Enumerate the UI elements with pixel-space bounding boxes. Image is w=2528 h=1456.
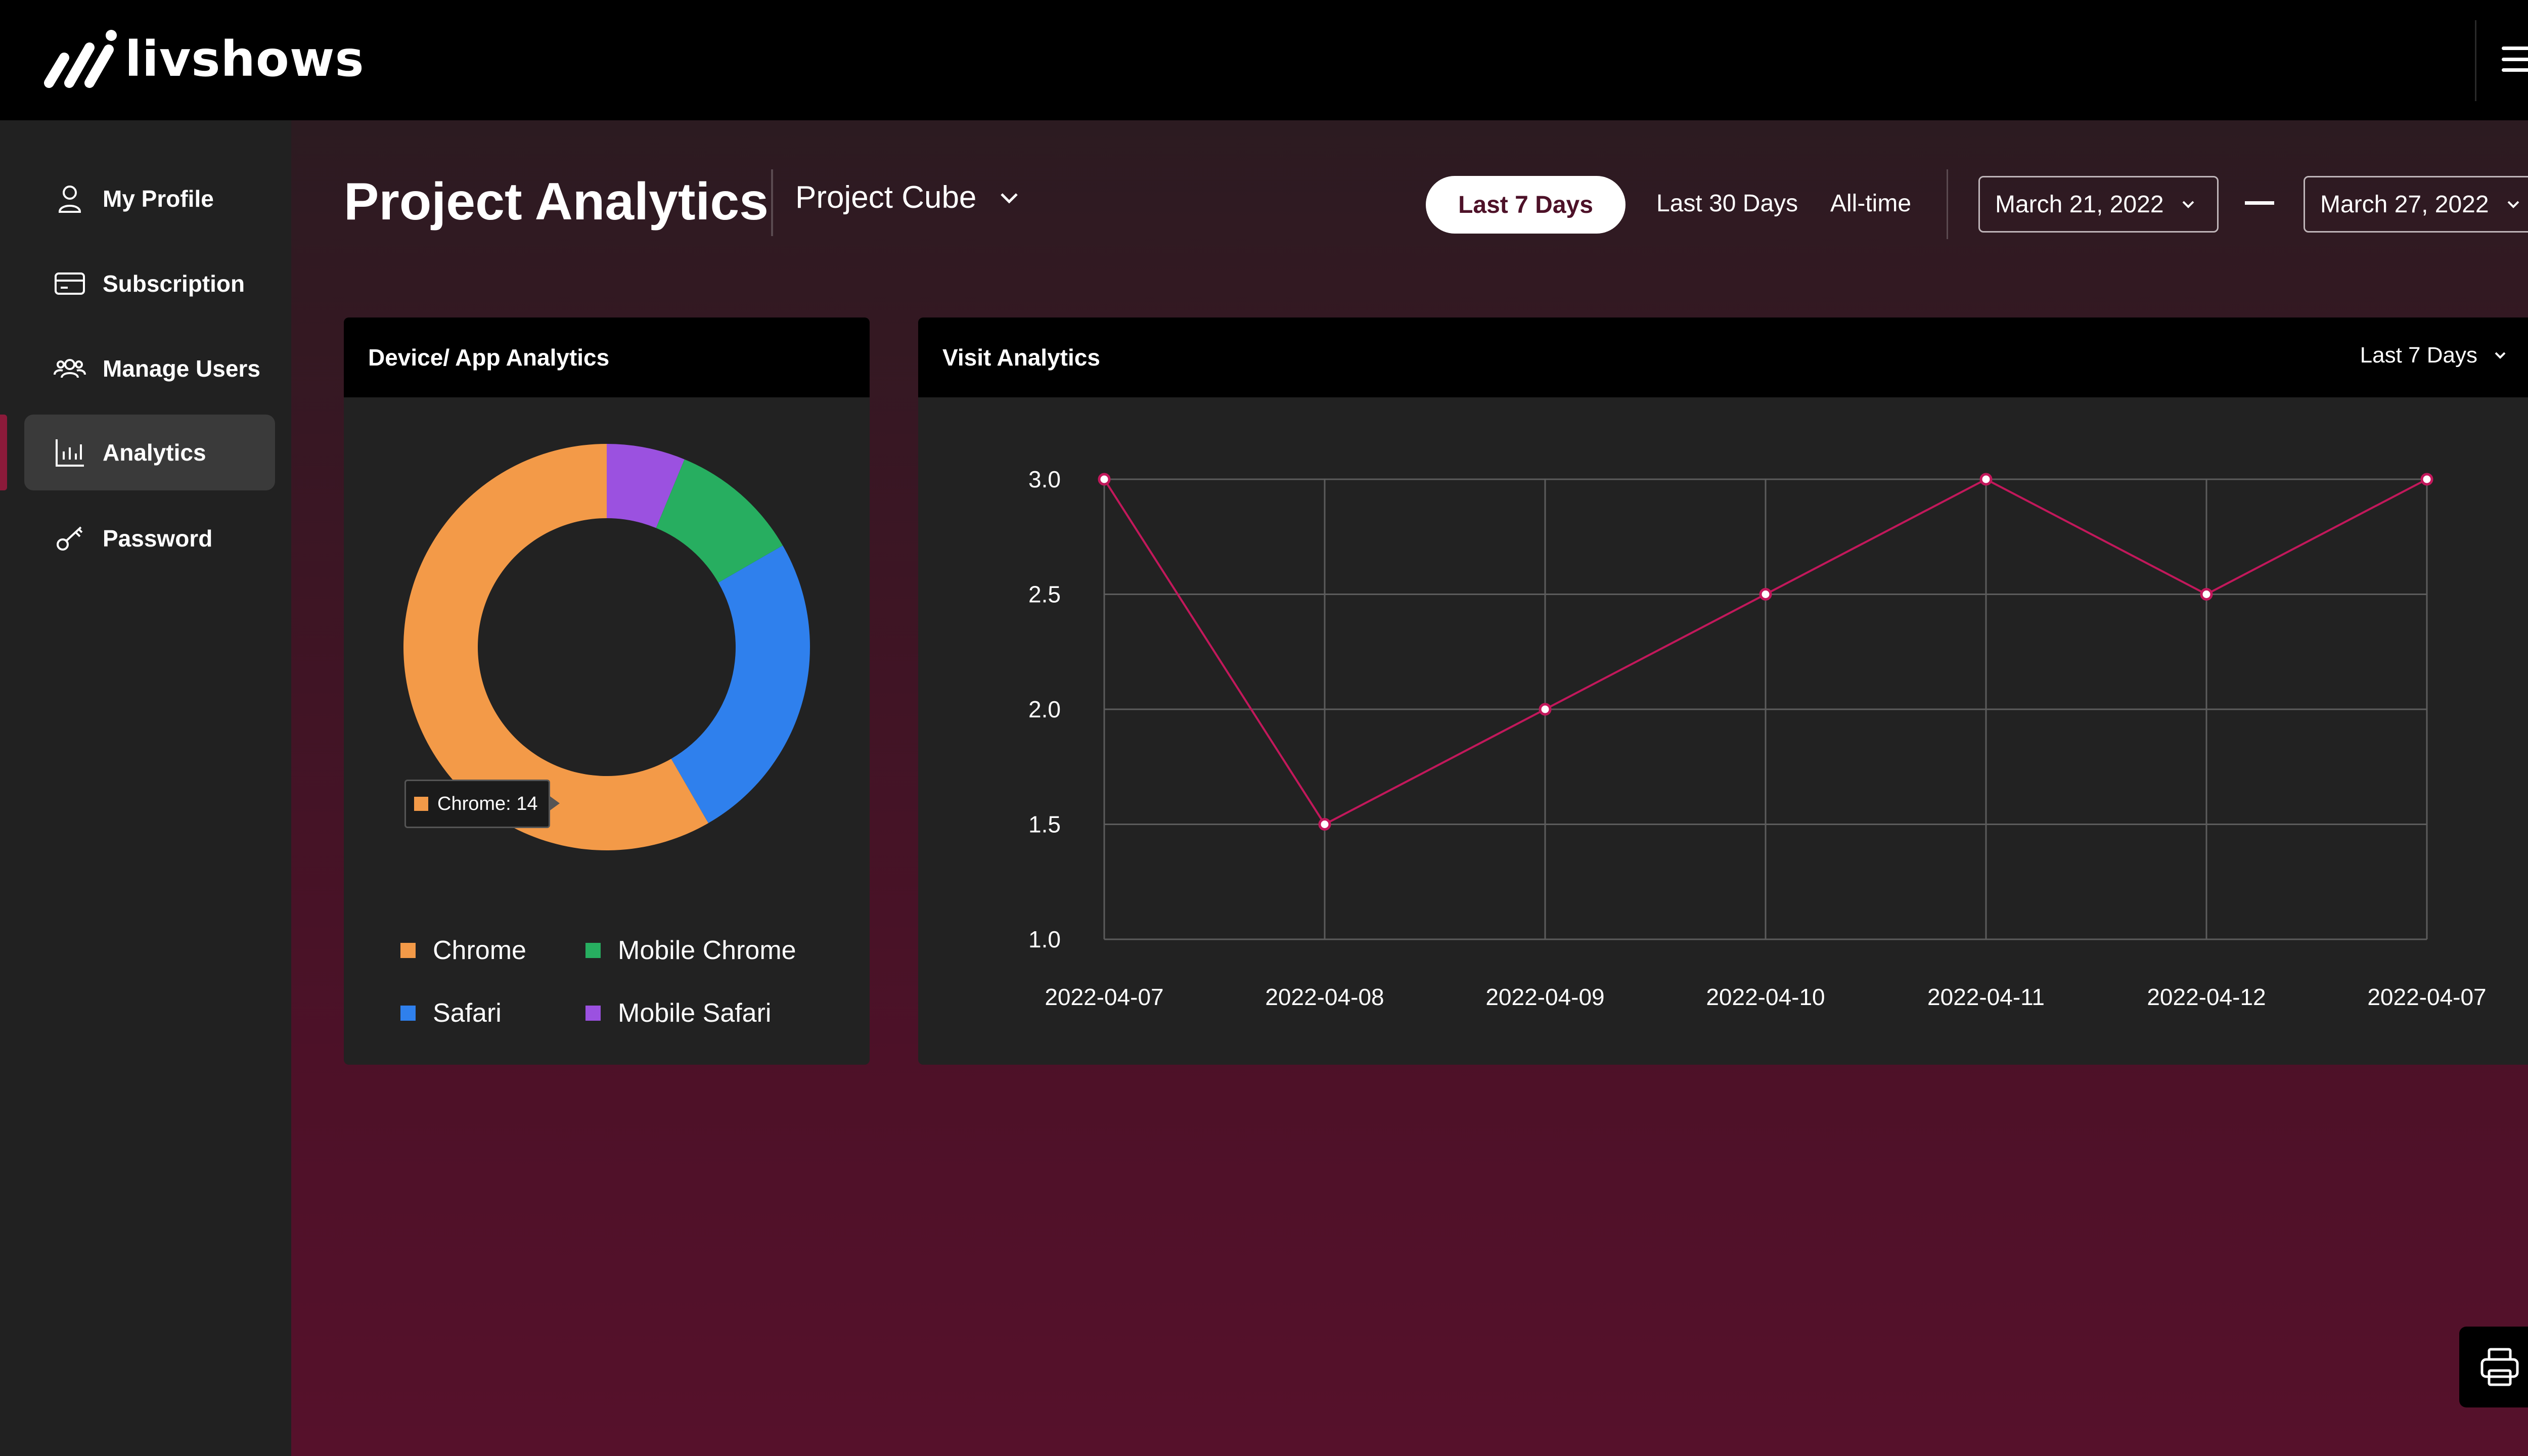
data-point[interactable]: [1318, 818, 1331, 831]
legend-label: Chrome: [433, 936, 526, 965]
topbar-divider: [2475, 20, 2476, 101]
page-title: Project Analytics: [344, 172, 769, 231]
legend-item-safari[interactable]: Safari: [400, 998, 502, 1028]
top-bar: livshows: [0, 0, 2528, 120]
range-divider: [1947, 169, 1948, 239]
title-divider: [771, 169, 773, 236]
range-last-30-days-button[interactable]: Last 30 Days: [1656, 190, 1798, 217]
start-date-picker[interactable]: March 21, 2022: [1978, 176, 2219, 233]
x-tick-label: 2022-04-10: [1706, 984, 1825, 1010]
date-range-dash: [2245, 201, 2274, 205]
livshows-logo-icon: [44, 30, 117, 88]
legend-item-mobile-chrome[interactable]: Mobile Chrome: [585, 935, 796, 966]
visit-analytics-card: Visit Analytics Last 7 Days: [918, 317, 2528, 1065]
sidebar-item-analytics[interactable]: Analytics: [24, 415, 275, 490]
sidebar: [0, 120, 291, 1456]
donut-slice-chrome[interactable]: [403, 444, 708, 850]
sidebar-item-my-profile[interactable]: My Profile: [24, 161, 275, 237]
sidebar-item-manage-users[interactable]: Manage Users: [24, 331, 275, 406]
data-point[interactable]: [1098, 473, 1111, 486]
tooltip-swatch: [414, 797, 428, 811]
printer-icon: [2480, 1348, 2519, 1386]
legend-swatch: [585, 1006, 601, 1021]
legend-label: Mobile Safari: [618, 998, 772, 1028]
x-tick-label: 2022-04-08: [1265, 984, 1384, 1010]
y-tick-label: 1.5: [1028, 811, 1061, 838]
users-icon: [52, 351, 87, 386]
end-date-value: March 27, 2022: [2320, 191, 2489, 218]
legend-swatch: [400, 943, 416, 958]
data-point[interactable]: [2420, 473, 2433, 486]
visit-card-header: Visit Analytics Last 7 Days: [918, 317, 2528, 397]
chart-icon: [52, 435, 87, 470]
data-point[interactable]: [1979, 473, 1993, 486]
hamburger-menu-icon[interactable]: [2502, 41, 2528, 77]
device-donut-chart[interactable]: [394, 435, 819, 859]
sidebar-item-label: Analytics: [103, 439, 206, 466]
y-tick-label: 3.0: [1028, 466, 1061, 492]
card-icon: [52, 266, 87, 301]
sidebar-item-label: Manage Users: [103, 355, 260, 382]
donut-slice-mobile-chrome[interactable]: [656, 459, 783, 583]
key-icon: [52, 521, 87, 556]
device-card-header: Device/ App Analytics: [344, 317, 870, 397]
range-last-7-days-button[interactable]: Last 7 Days: [1426, 176, 1626, 234]
x-tick-label: 2022-04-07: [2367, 984, 2486, 1010]
visit-range-value: Last 7 Days: [2360, 343, 2477, 368]
donut-slice-safari[interactable]: [671, 545, 810, 824]
chevron-down-icon: [2495, 352, 2506, 359]
project-select-value: Project Cube: [795, 180, 977, 215]
chevron-down-icon: [2507, 201, 2519, 208]
x-tick-label: 2022-04-07: [1045, 984, 1163, 1010]
legend-swatch: [585, 943, 601, 958]
chart-tooltip: Chrome: 14: [404, 780, 550, 828]
brand-logo[interactable]: livshows: [43, 26, 365, 92]
data-point[interactable]: [1539, 703, 1552, 716]
legend-swatch: [400, 1006, 416, 1021]
x-tick-label: 2022-04-12: [2147, 984, 2266, 1010]
data-point[interactable]: [2200, 588, 2213, 601]
sidebar-item-label: Password: [103, 525, 213, 552]
device-card-title: Device/ App Analytics: [368, 344, 610, 371]
data-point[interactable]: [1759, 588, 1772, 601]
x-tick-label: 2022-04-11: [1927, 984, 2045, 1010]
start-date-value: March 21, 2022: [1995, 191, 2164, 218]
end-date-picker[interactable]: March 27, 2022: [2304, 176, 2528, 233]
y-tick-label: 2.0: [1028, 696, 1061, 722]
y-tick-label: 2.5: [1028, 581, 1061, 608]
sidebar-item-subscription[interactable]: Subscription: [24, 246, 275, 322]
legend-item-mobile-safari[interactable]: Mobile Safari: [585, 998, 771, 1028]
user-icon: [52, 181, 87, 216]
x-tick-label: 2022-04-09: [1485, 984, 1604, 1010]
tooltip-pointer: [549, 795, 560, 811]
sidebar-item-password[interactable]: Password: [24, 500, 275, 576]
project-select[interactable]: Project Cube: [795, 179, 1022, 215]
chevron-down-icon: [2182, 201, 2194, 208]
visit-line-chart[interactable]: 1.0 1.5 2.0 2.5 3.0 2022-04-07 2022-04-08 2022-…: [918, 404, 2528, 1031]
tooltip-text: Chrome: 14: [437, 793, 538, 814]
visit-range-select[interactable]: Last 7 Days: [2360, 343, 2509, 368]
y-tick-label: 1.0: [1028, 926, 1061, 952]
chevron-down-icon: [1001, 193, 1018, 204]
brand-name: livshows: [125, 31, 365, 87]
print-button[interactable]: [2459, 1327, 2528, 1407]
range-all-time-button[interactable]: All-time: [1830, 190, 1912, 217]
legend-item-chrome[interactable]: Chrome: [400, 935, 526, 966]
visit-card-title: Visit Analytics: [942, 344, 1100, 371]
sidebar-item-label: My Profile: [103, 186, 214, 212]
active-nav-marker: [0, 415, 7, 490]
legend-label: Mobile Chrome: [618, 936, 796, 965]
donut-slice-mobile-safari[interactable]: [607, 444, 685, 528]
sidebar-item-label: Subscription: [103, 270, 245, 297]
legend-label: Safari: [433, 998, 502, 1028]
